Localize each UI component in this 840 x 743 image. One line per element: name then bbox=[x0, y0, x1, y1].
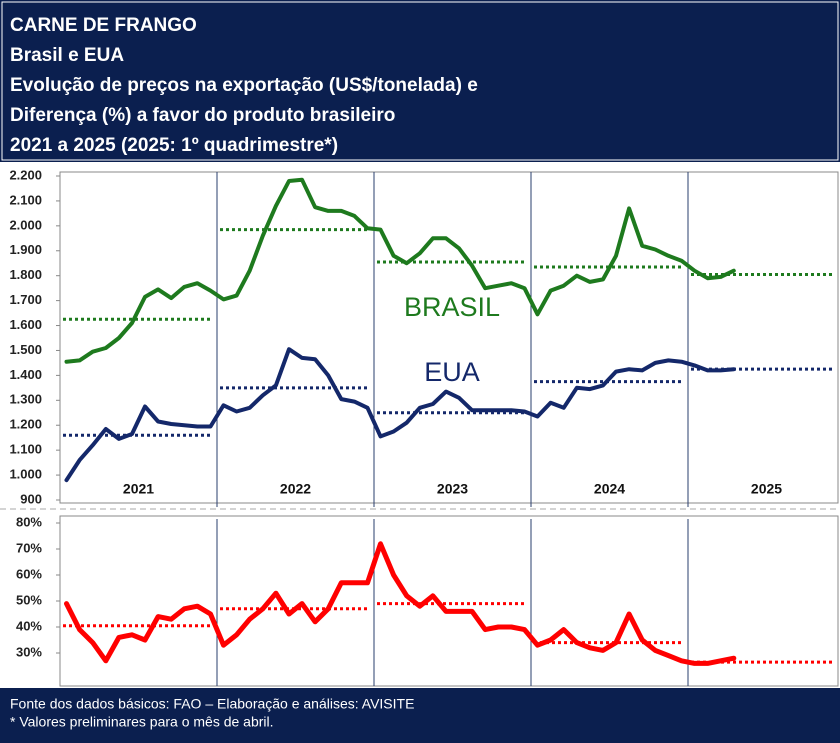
footer-band bbox=[0, 688, 840, 743]
y-tick-label: 2.100 bbox=[9, 192, 42, 207]
y-tick-label: 60% bbox=[16, 566, 42, 581]
y-tick-label: 1.600 bbox=[9, 317, 42, 332]
y-tick-label: 1.200 bbox=[9, 417, 42, 432]
y-tick-label: 1.700 bbox=[9, 292, 42, 307]
annotation: BRASIL bbox=[404, 292, 500, 322]
y-tick-label: 30% bbox=[16, 644, 42, 659]
header-line: 2021 a 2025 (2025: 1º quadrimestre*) bbox=[10, 135, 338, 156]
y-tick-label: 1.300 bbox=[9, 392, 42, 407]
y-tick-label: 1.800 bbox=[9, 267, 42, 282]
y-tick-label: 900 bbox=[20, 491, 42, 506]
footer-line: Fonte dos dados básicos: FAO – Elaboraçã… bbox=[10, 696, 414, 712]
x-tick-label: 2023 bbox=[437, 481, 468, 497]
x-tick-label: 2025 bbox=[751, 481, 782, 497]
y-tick-label: 2.000 bbox=[9, 217, 42, 232]
y-tick-label: 1.500 bbox=[9, 342, 42, 357]
y-tick-label: 80% bbox=[16, 514, 42, 529]
y-tick-label: 2.200 bbox=[9, 167, 42, 182]
header-line: Evolução de preços na exportação (US$/to… bbox=[10, 75, 478, 96]
header-border bbox=[1, 1, 839, 161]
y-tick-label: 1.400 bbox=[9, 367, 42, 382]
y-tick-label: 70% bbox=[16, 540, 42, 555]
series-line bbox=[64, 177, 736, 364]
plot-frame bbox=[59, 171, 839, 504]
header-band bbox=[0, 0, 840, 162]
x-tick-label: 2024 bbox=[594, 481, 625, 497]
footer-line: * Valores preliminares para o mês de abr… bbox=[10, 714, 274, 730]
x-tick-label: 2022 bbox=[280, 481, 311, 497]
y-tick-label: 40% bbox=[16, 618, 42, 633]
x-tick-label: 2021 bbox=[123, 481, 154, 497]
header-line: Diferença (%) a favor do produto brasile… bbox=[10, 105, 395, 126]
header-line: CARNE DE FRANGO bbox=[10, 15, 197, 36]
header-line: Brasil e EUA bbox=[10, 45, 124, 66]
annotation: EUA bbox=[424, 357, 480, 387]
y-tick-label: 50% bbox=[16, 592, 42, 607]
y-tick-label: 1.900 bbox=[9, 242, 42, 257]
series-line bbox=[64, 347, 736, 483]
series-line bbox=[64, 541, 737, 666]
y-tick-label: 1.000 bbox=[9, 467, 42, 482]
y-tick-label: 1.100 bbox=[9, 442, 42, 457]
